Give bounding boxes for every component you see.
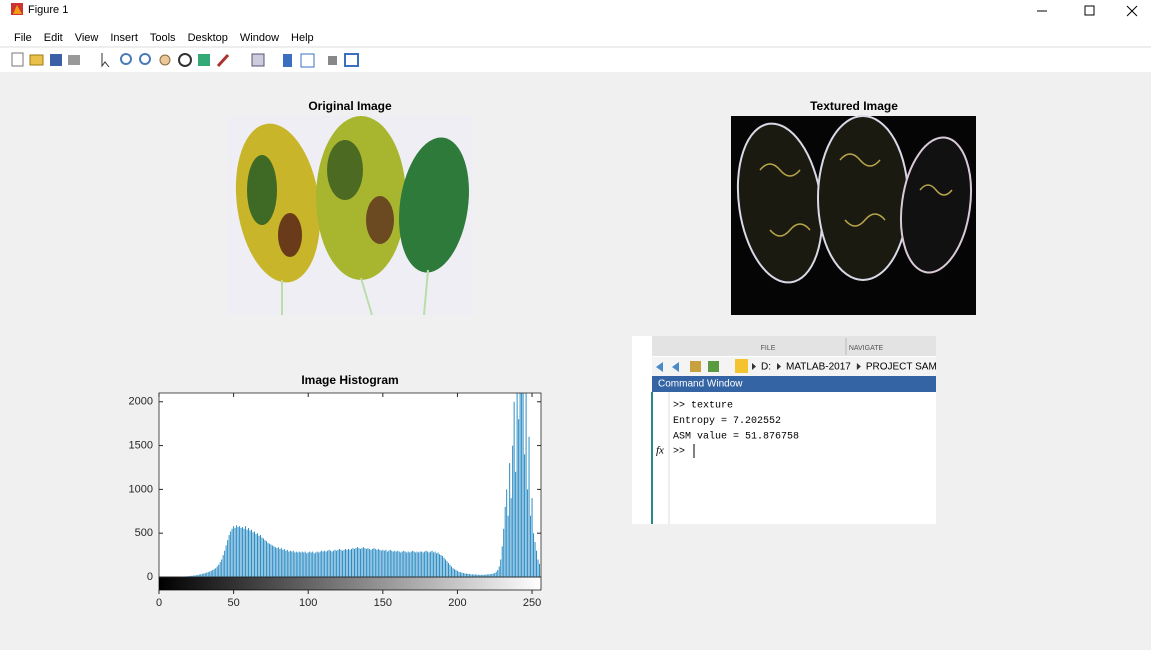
menu-item[interactable]: Desktop <box>188 32 228 44</box>
breadcrumb-item[interactable]: MATLAB-2017 <box>786 362 851 373</box>
prompt[interactable]: >> <box>673 447 685 458</box>
title-bar <box>0 0 1151 30</box>
new-icon[interactable] <box>12 53 23 66</box>
x-tick-label: 150 <box>374 597 392 609</box>
matlab-figure-window: Figure 1 File Edit View Insert Tools Desktop W… <box>0 0 1151 652</box>
chart-title: Image Histogram <box>301 373 398 387</box>
pointer-icon[interactable] <box>102 53 109 67</box>
menu-item[interactable]: Window <box>240 32 279 44</box>
x-tick-label: 200 <box>448 597 466 609</box>
menu-item[interactable]: Tools <box>150 32 176 44</box>
breadcrumb-item[interactable]: D: <box>761 362 771 373</box>
link-icon[interactable] <box>252 54 264 66</box>
x-tick-label: 0 <box>156 597 162 609</box>
zoom-out-icon[interactable] <box>140 54 150 64</box>
y-tick-label: 1000 <box>129 483 153 495</box>
print-icon[interactable] <box>68 55 80 65</box>
colorbar-icon[interactable] <box>283 54 292 67</box>
output-line: Entropy = 7.202552 <box>673 416 781 427</box>
y-tick-label: 500 <box>135 527 153 539</box>
x-tick-label: 100 <box>299 597 317 609</box>
ribbon-tab[interactable]: NAVIGATE <box>849 345 884 352</box>
ribbon <box>652 336 936 356</box>
show-tools-icon[interactable] <box>345 54 358 66</box>
x-tick-label: 50 <box>227 597 239 609</box>
menu-item[interactable]: View <box>75 32 99 44</box>
command-window-screenshot: FILE NAVIGATE D: MATLAB-2017 PROJECT SAM C… <box>632 336 937 524</box>
plot-area <box>159 393 541 577</box>
window-title: Figure 1 <box>28 4 68 16</box>
legend-icon[interactable] <box>301 54 314 67</box>
menu-item[interactable]: File <box>14 32 32 44</box>
ribbon-tab[interactable]: FILE <box>761 345 776 352</box>
y-tick-label: 1500 <box>129 439 153 451</box>
subplot-title: Textured Image <box>810 99 898 113</box>
y-tick-label: 2000 <box>129 396 153 408</box>
open-icon[interactable] <box>30 55 43 65</box>
up-icon[interactable] <box>690 361 701 372</box>
original-image <box>226 116 477 315</box>
brush-icon[interactable] <box>218 55 228 66</box>
colorbar <box>159 577 541 590</box>
y-tick-label: 0 <box>147 571 153 583</box>
output-line: >> texture <box>673 401 733 412</box>
rotate-icon[interactable] <box>179 54 191 66</box>
browse-icon[interactable] <box>708 361 719 372</box>
menu-item[interactable]: Insert <box>110 32 138 44</box>
menu-item[interactable]: Edit <box>44 32 63 44</box>
pan-icon[interactable] <box>160 55 170 65</box>
menu-item[interactable]: Help <box>291 32 314 44</box>
command-window-title: Command Window <box>658 379 743 390</box>
breadcrumb-item[interactable]: PROJECT SAM <box>866 362 937 373</box>
datatip-icon[interactable] <box>198 54 210 66</box>
output-line: ASM value = 51.876758 <box>673 431 799 443</box>
textured-image <box>728 116 979 315</box>
subplot-title: Original Image <box>308 99 392 113</box>
folder-icon <box>735 359 748 373</box>
menu-bar: File Edit View Insert Tools Desktop Window Help <box>14 32 314 44</box>
fx-icon: fx <box>656 445 664 457</box>
toolbar <box>12 53 358 67</box>
hide-tools-icon[interactable] <box>328 56 337 65</box>
x-tick-label: 250 <box>523 597 541 609</box>
save-icon[interactable] <box>50 54 62 66</box>
zoom-in-icon[interactable] <box>121 54 131 64</box>
